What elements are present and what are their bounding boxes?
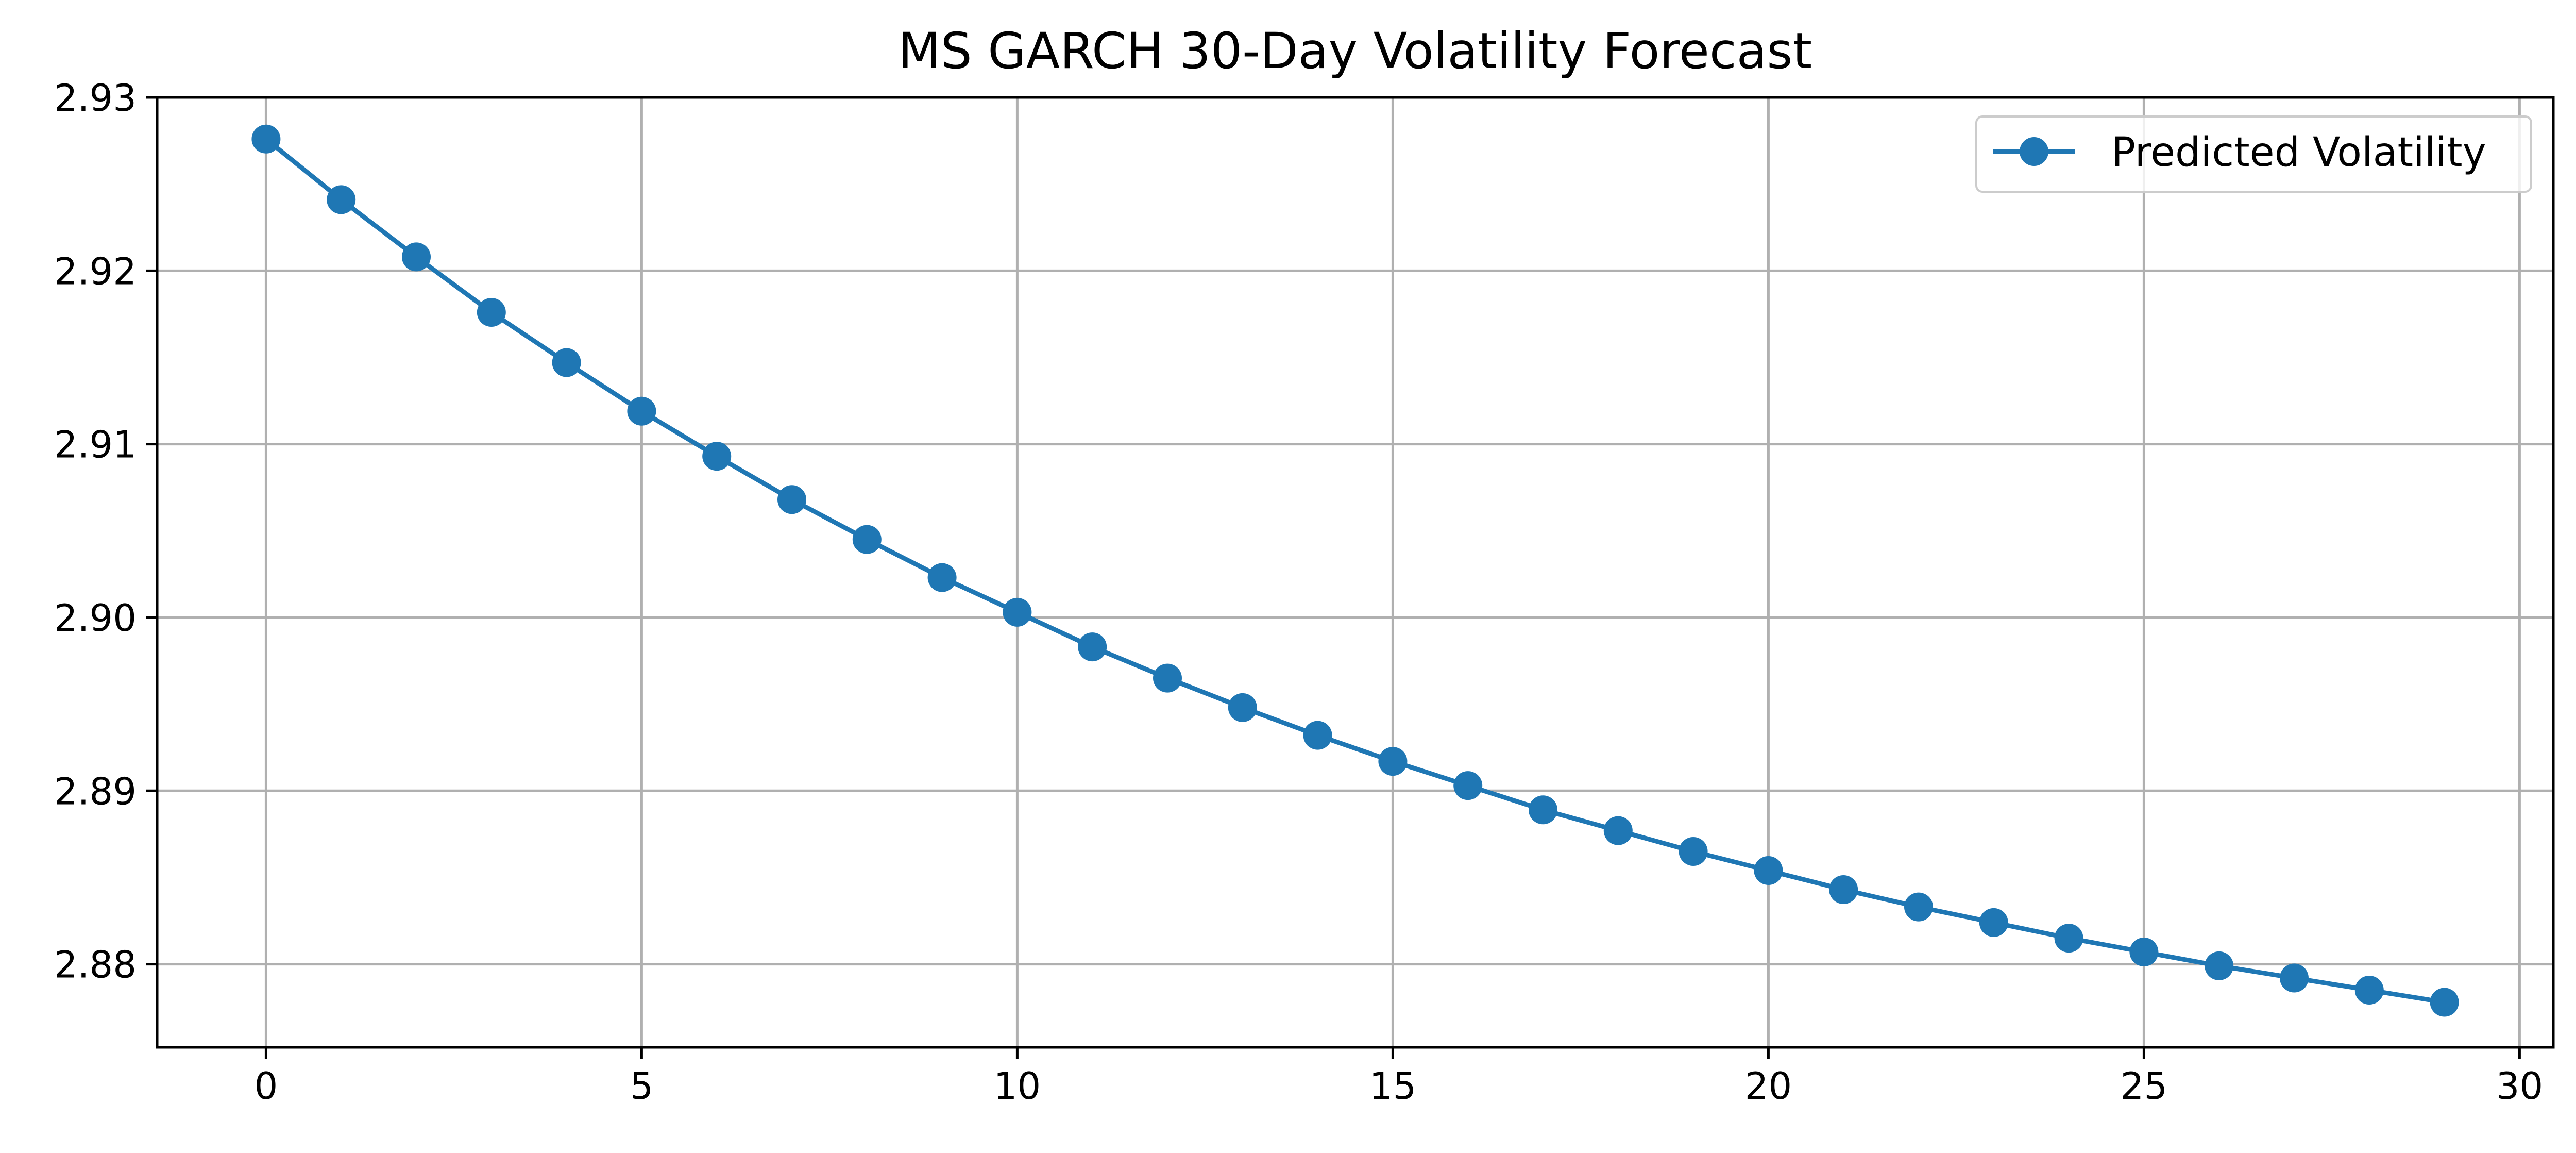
data-point	[777, 485, 807, 514]
data-point	[2205, 951, 2234, 980]
y-tick-label: 2.92	[54, 249, 137, 293]
legend-box	[1975, 115, 2532, 193]
data-point	[1153, 663, 1182, 693]
data-point	[2054, 924, 2083, 953]
data-point	[702, 442, 732, 471]
y-tick-label: 2.90	[54, 596, 137, 640]
plot-frame	[156, 96, 2555, 1049]
data-point	[1528, 795, 1557, 825]
x-tick-label: 20	[1745, 1064, 1792, 1108]
data-point	[1679, 837, 1708, 866]
data-point	[627, 396, 656, 426]
series-layer	[251, 124, 2459, 1017]
data-point	[1378, 747, 1408, 776]
data-point	[251, 124, 281, 154]
data-point	[2129, 938, 2159, 967]
y-tick-label: 2.91	[54, 423, 137, 466]
data-point	[1303, 721, 1332, 750]
data-point	[852, 525, 882, 554]
legend: Predicted Volatility	[1975, 115, 2532, 193]
data-point	[477, 298, 506, 327]
data-point	[1979, 908, 2008, 937]
data-point	[552, 348, 581, 377]
chart-title: MS GARCH 30-Day Volatility Forecast	[898, 22, 1812, 80]
x-tick-label: 10	[994, 1064, 1041, 1108]
y-tick-label: 2.88	[54, 943, 137, 987]
y-tick-label: 2.93	[54, 76, 137, 120]
data-point	[2279, 963, 2309, 993]
data-point	[1003, 597, 1032, 627]
data-point	[1829, 875, 1858, 904]
axis-ticks: 0 5 10 15 20 25 30 2.88 2.89 2.90 2.91 2.92 2.93	[54, 76, 2544, 1108]
data-point	[2430, 988, 2459, 1017]
x-tick-label: 15	[1369, 1064, 1417, 1108]
x-tick-label: 30	[2496, 1064, 2544, 1108]
legend-series-label: Predicted Volatility	[2111, 129, 2486, 176]
y-tick-label: 2.89	[54, 770, 137, 813]
data-point	[1754, 856, 1783, 885]
x-tick-label: 5	[630, 1064, 653, 1108]
x-tick-label: 0	[255, 1064, 278, 1108]
data-point	[1228, 693, 1257, 722]
data-point	[2354, 976, 2384, 1005]
x-tick-label: 25	[2121, 1064, 2168, 1108]
data-point	[1453, 771, 1483, 800]
data-point	[1078, 632, 1107, 662]
grid-lines	[157, 96, 2553, 1047]
data-point	[327, 185, 356, 214]
data-point	[1904, 892, 1933, 922]
data-point	[927, 563, 957, 592]
data-point	[402, 242, 431, 272]
data-point	[1603, 816, 1633, 845]
legend-series-marker	[2020, 137, 2048, 166]
